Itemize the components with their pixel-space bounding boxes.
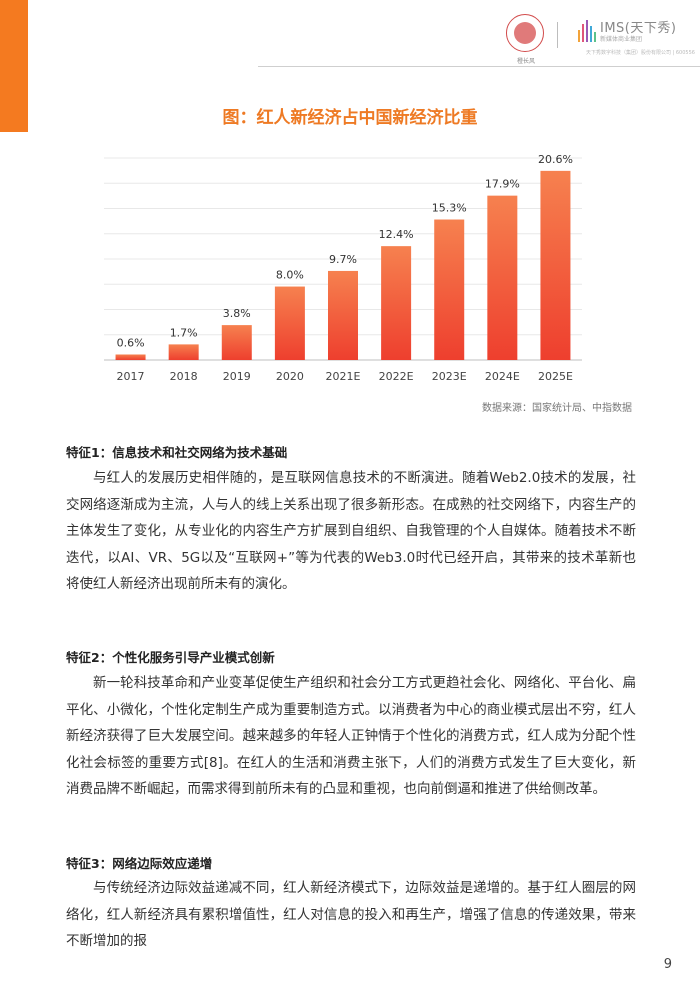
chart-data-label-2021E: 9.7% [329,253,357,266]
page-number: 9 [663,957,672,972]
seal-logo-text: 橙长风 [516,58,535,65]
bar-chart: 0.6% 2017 1.7% 2018 3.8% 2019 8.0% 2020 9.7% 2021… [104,153,582,383]
chart-tick-label-2017: 2017 [117,370,145,383]
section-1-heading: 特征1：信息技术和社交网络为技术基础 [66,445,288,460]
ims-logo-subtitle: 新媒体商业集团 [600,36,643,43]
section-2-paragraph: 新一轮科技革命和产业变革促使生产组织和社会分工方式更趋社会化、网络化、平台化、扁… [66,675,636,797]
chart-bar-2023E [434,219,465,360]
chart-data-label-2019: 3.8% [223,307,251,320]
ims-logo-tagline: 天下秀数字科技（集团）股份有限公司 | 600556 [586,50,695,56]
chart-data-label-2024E: 17.9% [485,178,520,191]
chart-bar-2017 [115,354,146,360]
section-3-heading: 特征3：网络边际效应递增 [66,856,213,871]
chart-tick-label-2020: 2020 [276,370,304,383]
chart-data-label-2017: 0.6% [117,336,145,349]
header-rule [258,66,700,67]
chart-bar-2022E [381,246,412,360]
seal-logo-emblem [514,22,536,44]
chart-tick-label-2022E: 2022E [379,370,414,383]
seal-logo: 橙长风 [506,14,544,65]
ims-logo-icon [578,20,598,42]
chart-tick-label-2018: 2018 [170,370,198,383]
chart-title: 图：红人新经济占中国新经济比重 [222,108,478,128]
chart-data-label-2025E: 20.6% [538,153,573,166]
chart-tick-label-2019: 2019 [223,370,251,383]
chart-bar-2019 [221,325,252,360]
chart-bar-2018 [168,344,199,360]
chart-data-label-2023E: 15.3% [432,202,467,215]
chart-bar-2021E [328,270,358,360]
ims-logo-text: IMS(天下秀) [600,21,677,36]
chart-data-label-2022E: 12.4% [379,228,414,241]
orange-accent-strip [0,0,28,132]
chart-source: 数据来源：国家统计局、中指数据 [482,403,632,414]
chart-data-label-2020: 8.0% [276,269,304,282]
chart-bar-2025E [540,170,571,360]
chart-tick-label-2023E: 2023E [432,370,467,383]
section-2-heading: 特征2：个性化服务引导产业模式创新 [66,650,275,665]
section-1-paragraph: 与红人的发展历史相伴随的，是互联网信息技术的不断演进。随着Web2.0技术的发展… [66,470,636,592]
section-3-paragraph: 与传统经济边际效益递减不同，红人新经济模式下，边际效益是递增的。基于红人圈层的网… [66,880,636,949]
chart-tick-label-2021E: 2021E [326,370,361,383]
logo-divider [557,22,558,48]
chart-bar-2020 [274,286,305,360]
chart-data-label-2018: 1.7% [170,326,198,339]
chart-tick-label-2024E: 2024E [485,370,520,383]
chart-tick-label-2025E: 2025E [538,370,573,383]
chart-bar-2024E [487,195,518,360]
